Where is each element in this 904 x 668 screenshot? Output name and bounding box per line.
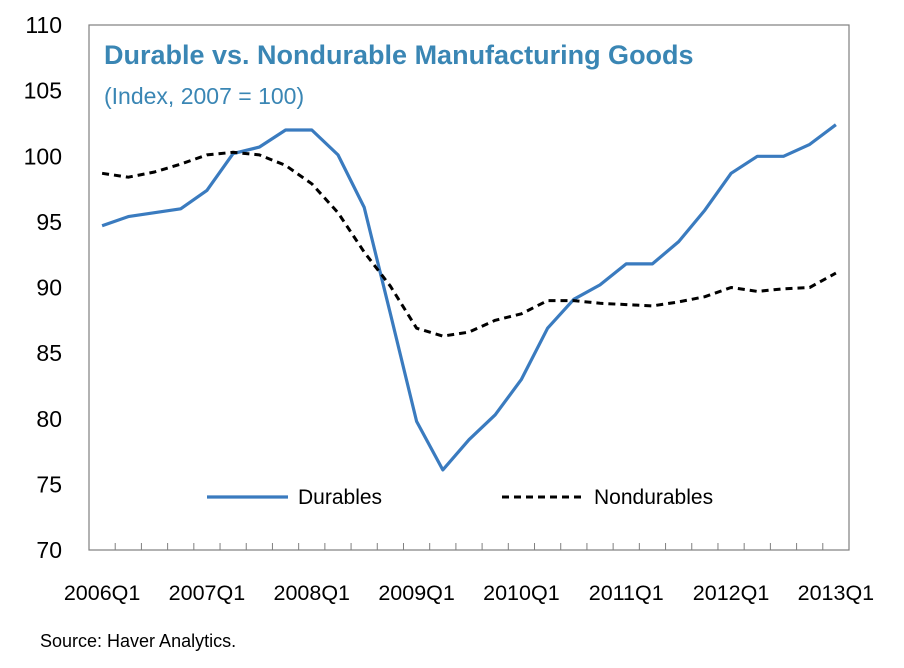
x-tick-label: 2006Q1 xyxy=(64,581,141,605)
y-tick-label: 85 xyxy=(36,340,62,366)
x-tick-label: 2009Q1 xyxy=(378,581,455,605)
x-tick-label: 2011Q1 xyxy=(589,581,664,605)
y-tick-label: 80 xyxy=(36,406,62,432)
legend-label-nondurables: Nondurables xyxy=(594,486,713,509)
x-tick-label: 2013Q1 xyxy=(798,581,875,605)
y-tick-label: 75 xyxy=(36,471,62,497)
source-note: Source: Haver Analytics. xyxy=(40,631,237,651)
series-line-nondurables xyxy=(101,150,837,338)
y-axis: 70 75 80 85 90 95 100 105 110 xyxy=(24,12,62,563)
y-tick-label: 90 xyxy=(36,275,62,301)
x-axis: 2006Q1 2007Q1 2008Q1 2009Q1 2010Q1 2011Q1 2012… xyxy=(64,543,874,605)
series-line-durables xyxy=(101,123,837,472)
x-tick-label: 2012Q1 xyxy=(693,581,770,605)
y-tick-label: 100 xyxy=(24,143,62,169)
y-tick-label: 105 xyxy=(24,78,62,104)
x-tick-label: 2007Q1 xyxy=(169,581,246,605)
series-layer xyxy=(101,123,837,472)
x-tick-label: 2008Q1 xyxy=(274,581,351,605)
plot-area-frame xyxy=(88,24,850,551)
y-tick-label: 95 xyxy=(36,209,62,235)
x-tick-label: 2010Q1 xyxy=(483,581,560,605)
chart-subtitle: (Index, 2007 = 100) xyxy=(104,83,304,109)
legend-label-durables: Durables xyxy=(298,486,382,509)
y-tick-label: 110 xyxy=(25,12,62,38)
legend: Durables Nondurables xyxy=(207,486,713,509)
chart-title: Durable vs. Nondurable Manufacturing Goo… xyxy=(104,40,694,70)
y-tick-label: 70 xyxy=(36,537,62,563)
